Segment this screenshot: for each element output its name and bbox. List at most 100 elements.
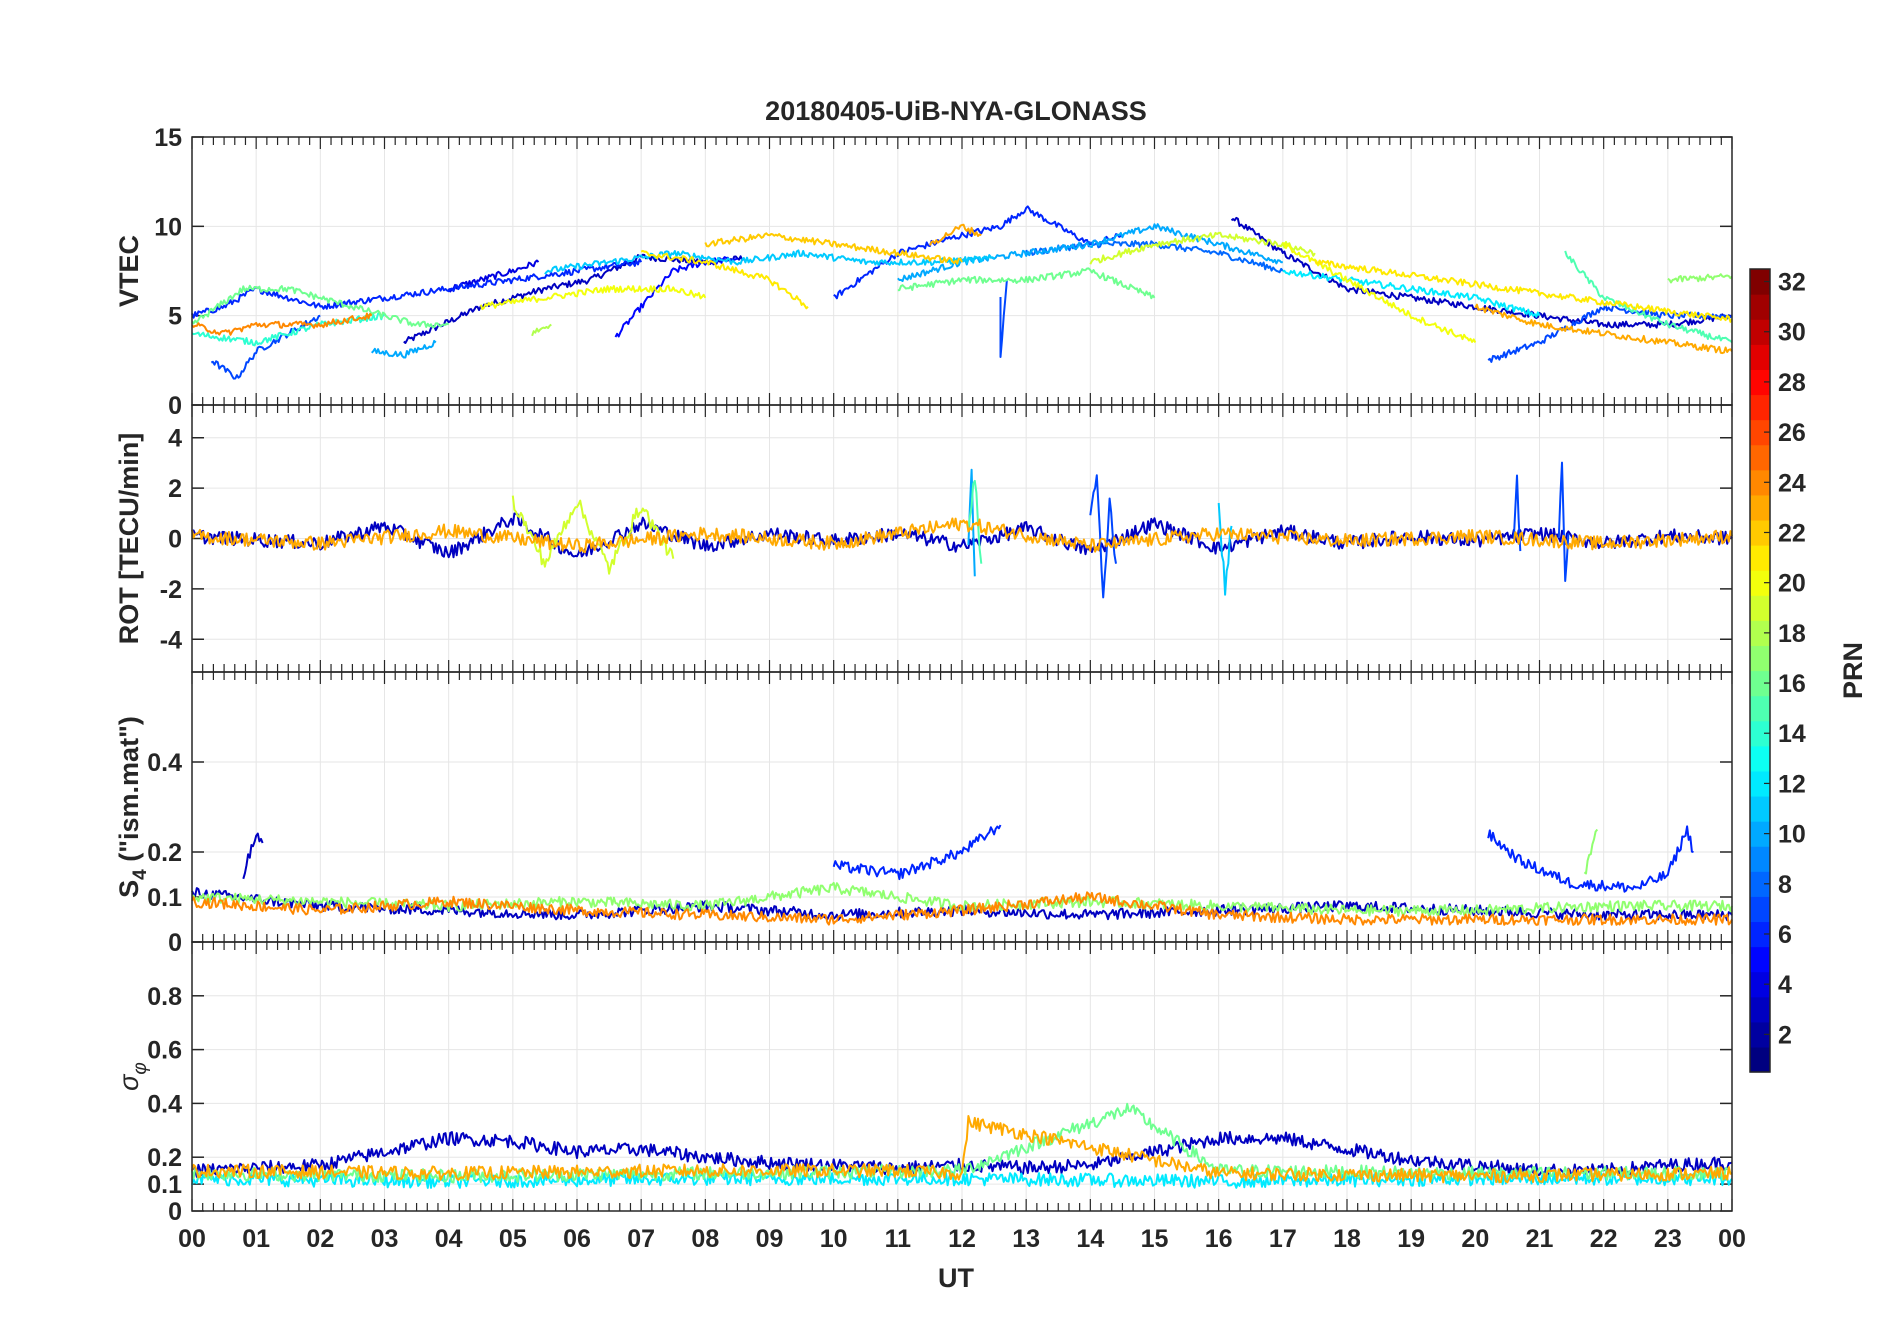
colorbar-swatch	[1750, 570, 1770, 596]
colorbar-swatch	[1750, 871, 1770, 897]
colorbar-swatch	[1750, 846, 1770, 872]
colorbar-tick-label: 8	[1778, 871, 1792, 899]
colorbar-swatch	[1750, 319, 1770, 345]
colorbar-swatch	[1750, 996, 1770, 1023]
series-line-prn-18	[531, 323, 552, 337]
series-line-prn-22	[704, 232, 963, 265]
panel-2: -4 -2 0 2 4 ROT [TECU/min]	[114, 404, 1733, 673]
y-tick-label: 5	[168, 303, 182, 331]
colorbar-label: PRN	[1838, 642, 1868, 699]
colorbar-swatch	[1750, 419, 1770, 446]
series-line-prn-20	[479, 284, 707, 311]
x-tick-label: 12	[948, 1225, 976, 1253]
colorbar-tick-label: 12	[1778, 770, 1806, 798]
x-tick-label: 20	[1461, 1225, 1489, 1253]
series-line-prn-17	[1583, 828, 1599, 875]
y-tick-label: 0.1	[147, 884, 182, 912]
x-tick-label: 11	[885, 1225, 912, 1253]
y-axis-label: S4 ("ism.mat")	[114, 716, 151, 898]
series-line-prn-10	[370, 339, 437, 359]
y-tick-label: -4	[160, 626, 182, 654]
x-tick-label: 21	[1526, 1225, 1554, 1253]
series-line-prn-17	[1667, 273, 1733, 284]
series-line-prn-6	[832, 824, 1002, 881]
colorbar-tick-label: 20	[1778, 570, 1806, 598]
series-line-prn-23	[1474, 303, 1733, 355]
colorbar-swatch	[1750, 494, 1770, 521]
series-line-prn-21	[640, 249, 809, 310]
colorbar-swatch	[1750, 770, 1770, 797]
series-line-prn-15	[967, 479, 983, 564]
series-line-prn-7	[999, 279, 1008, 358]
colorbar-swatch	[1750, 595, 1770, 621]
x-tick-label: 06	[563, 1225, 591, 1253]
colorbar-swatch	[1750, 745, 1770, 772]
y-tick-label: 0.6	[147, 1037, 182, 1065]
x-tick-label: 14	[1076, 1225, 1104, 1253]
series-line-prn-21	[1313, 259, 1733, 323]
y-tick-label: 0.4	[147, 749, 182, 777]
series-group	[191, 824, 1733, 926]
series-line-prn-20	[1282, 242, 1477, 343]
y-tick-label: -2	[160, 576, 182, 604]
series-line-prn-6	[191, 258, 643, 319]
x-tick-label: 10	[820, 1225, 848, 1253]
y-tick-label: 2	[168, 475, 182, 503]
colorbar-swatch	[1750, 971, 1770, 998]
colorbar-swatch	[1750, 519, 1770, 546]
y-tick-label: 4	[168, 425, 182, 453]
y-tick-label: 0.1	[147, 1171, 182, 1199]
x-axis-label: UT	[938, 1263, 974, 1293]
series-line-prn-24	[191, 891, 1733, 926]
series-line-prn-3	[242, 832, 264, 880]
series-line-prn-19	[511, 495, 675, 575]
x-tick-label: 08	[691, 1225, 719, 1253]
colorbar-swatch	[1750, 670, 1770, 697]
colorbar-swatch	[1750, 269, 1770, 295]
y-tick-label: 0.4	[147, 1090, 182, 1118]
y-axis-label: σφ	[114, 1062, 151, 1091]
series-line-prn-16	[897, 267, 1156, 300]
series-line-prn-23	[191, 517, 1733, 554]
x-tick-label: 16	[1205, 1225, 1233, 1253]
colorbar-swatch	[1750, 620, 1770, 647]
x-tick-label: 00	[178, 1225, 206, 1253]
colorbar-tick-label: 18	[1778, 620, 1806, 648]
series-line-prn-4	[447, 259, 540, 293]
x-tick-label: 00	[1718, 1225, 1746, 1253]
colorbar-tick-label: 32	[1778, 269, 1806, 297]
colorbar-swatch	[1750, 946, 1770, 973]
colorbar-swatch	[1750, 695, 1770, 722]
colorbar-swatch	[1750, 896, 1770, 923]
colorbar-tick-label: 28	[1778, 369, 1806, 397]
colorbar-swatch	[1750, 545, 1770, 571]
colorbar-tick-label: 14	[1778, 720, 1806, 748]
colorbar-swatch	[1750, 1021, 1770, 1048]
x-tick-label: 23	[1654, 1225, 1682, 1253]
series-group	[191, 461, 1733, 599]
colorbar-swatch	[1750, 720, 1770, 747]
y-tick-label: 10	[154, 213, 182, 241]
panel-frame	[191, 941, 1733, 1212]
panel-4: 00.10.2 0.4 0.6 0.8 σφ	[114, 941, 1733, 1226]
colorbar-tick-label: 2	[1778, 1021, 1792, 1049]
series-group	[191, 1102, 1733, 1189]
colorbar-swatch	[1750, 645, 1770, 672]
x-tick-label: 13	[1012, 1225, 1040, 1253]
x-tick-label: 03	[371, 1225, 399, 1253]
x-tick-label: 22	[1590, 1225, 1618, 1253]
colorbar-tick-label: 4	[1778, 971, 1792, 999]
y-tick-label: 0.2	[147, 839, 182, 867]
series-line-prn-11	[544, 249, 995, 275]
x-tick-label: 05	[499, 1225, 527, 1253]
colorbar-tick-label: 16	[1778, 670, 1806, 698]
series-line-prn-23	[928, 223, 982, 246]
x-tick-label: 18	[1333, 1225, 1361, 1253]
colorbar-swatch	[1750, 444, 1770, 471]
colorbar-swatch	[1750, 344, 1770, 370]
y-axis-label: ROT [TECU/min]	[114, 433, 144, 644]
colorbar-swatch	[1750, 1046, 1770, 1073]
series-line-prn-19	[1089, 231, 1316, 265]
